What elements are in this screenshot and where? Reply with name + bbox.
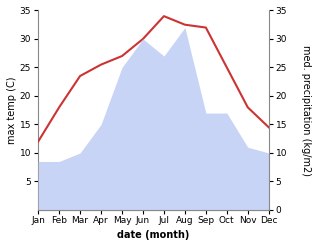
Y-axis label: max temp (C): max temp (C) — [7, 76, 17, 144]
Y-axis label: med. precipitation (kg/m2): med. precipitation (kg/m2) — [301, 45, 311, 176]
X-axis label: date (month): date (month) — [117, 230, 190, 240]
